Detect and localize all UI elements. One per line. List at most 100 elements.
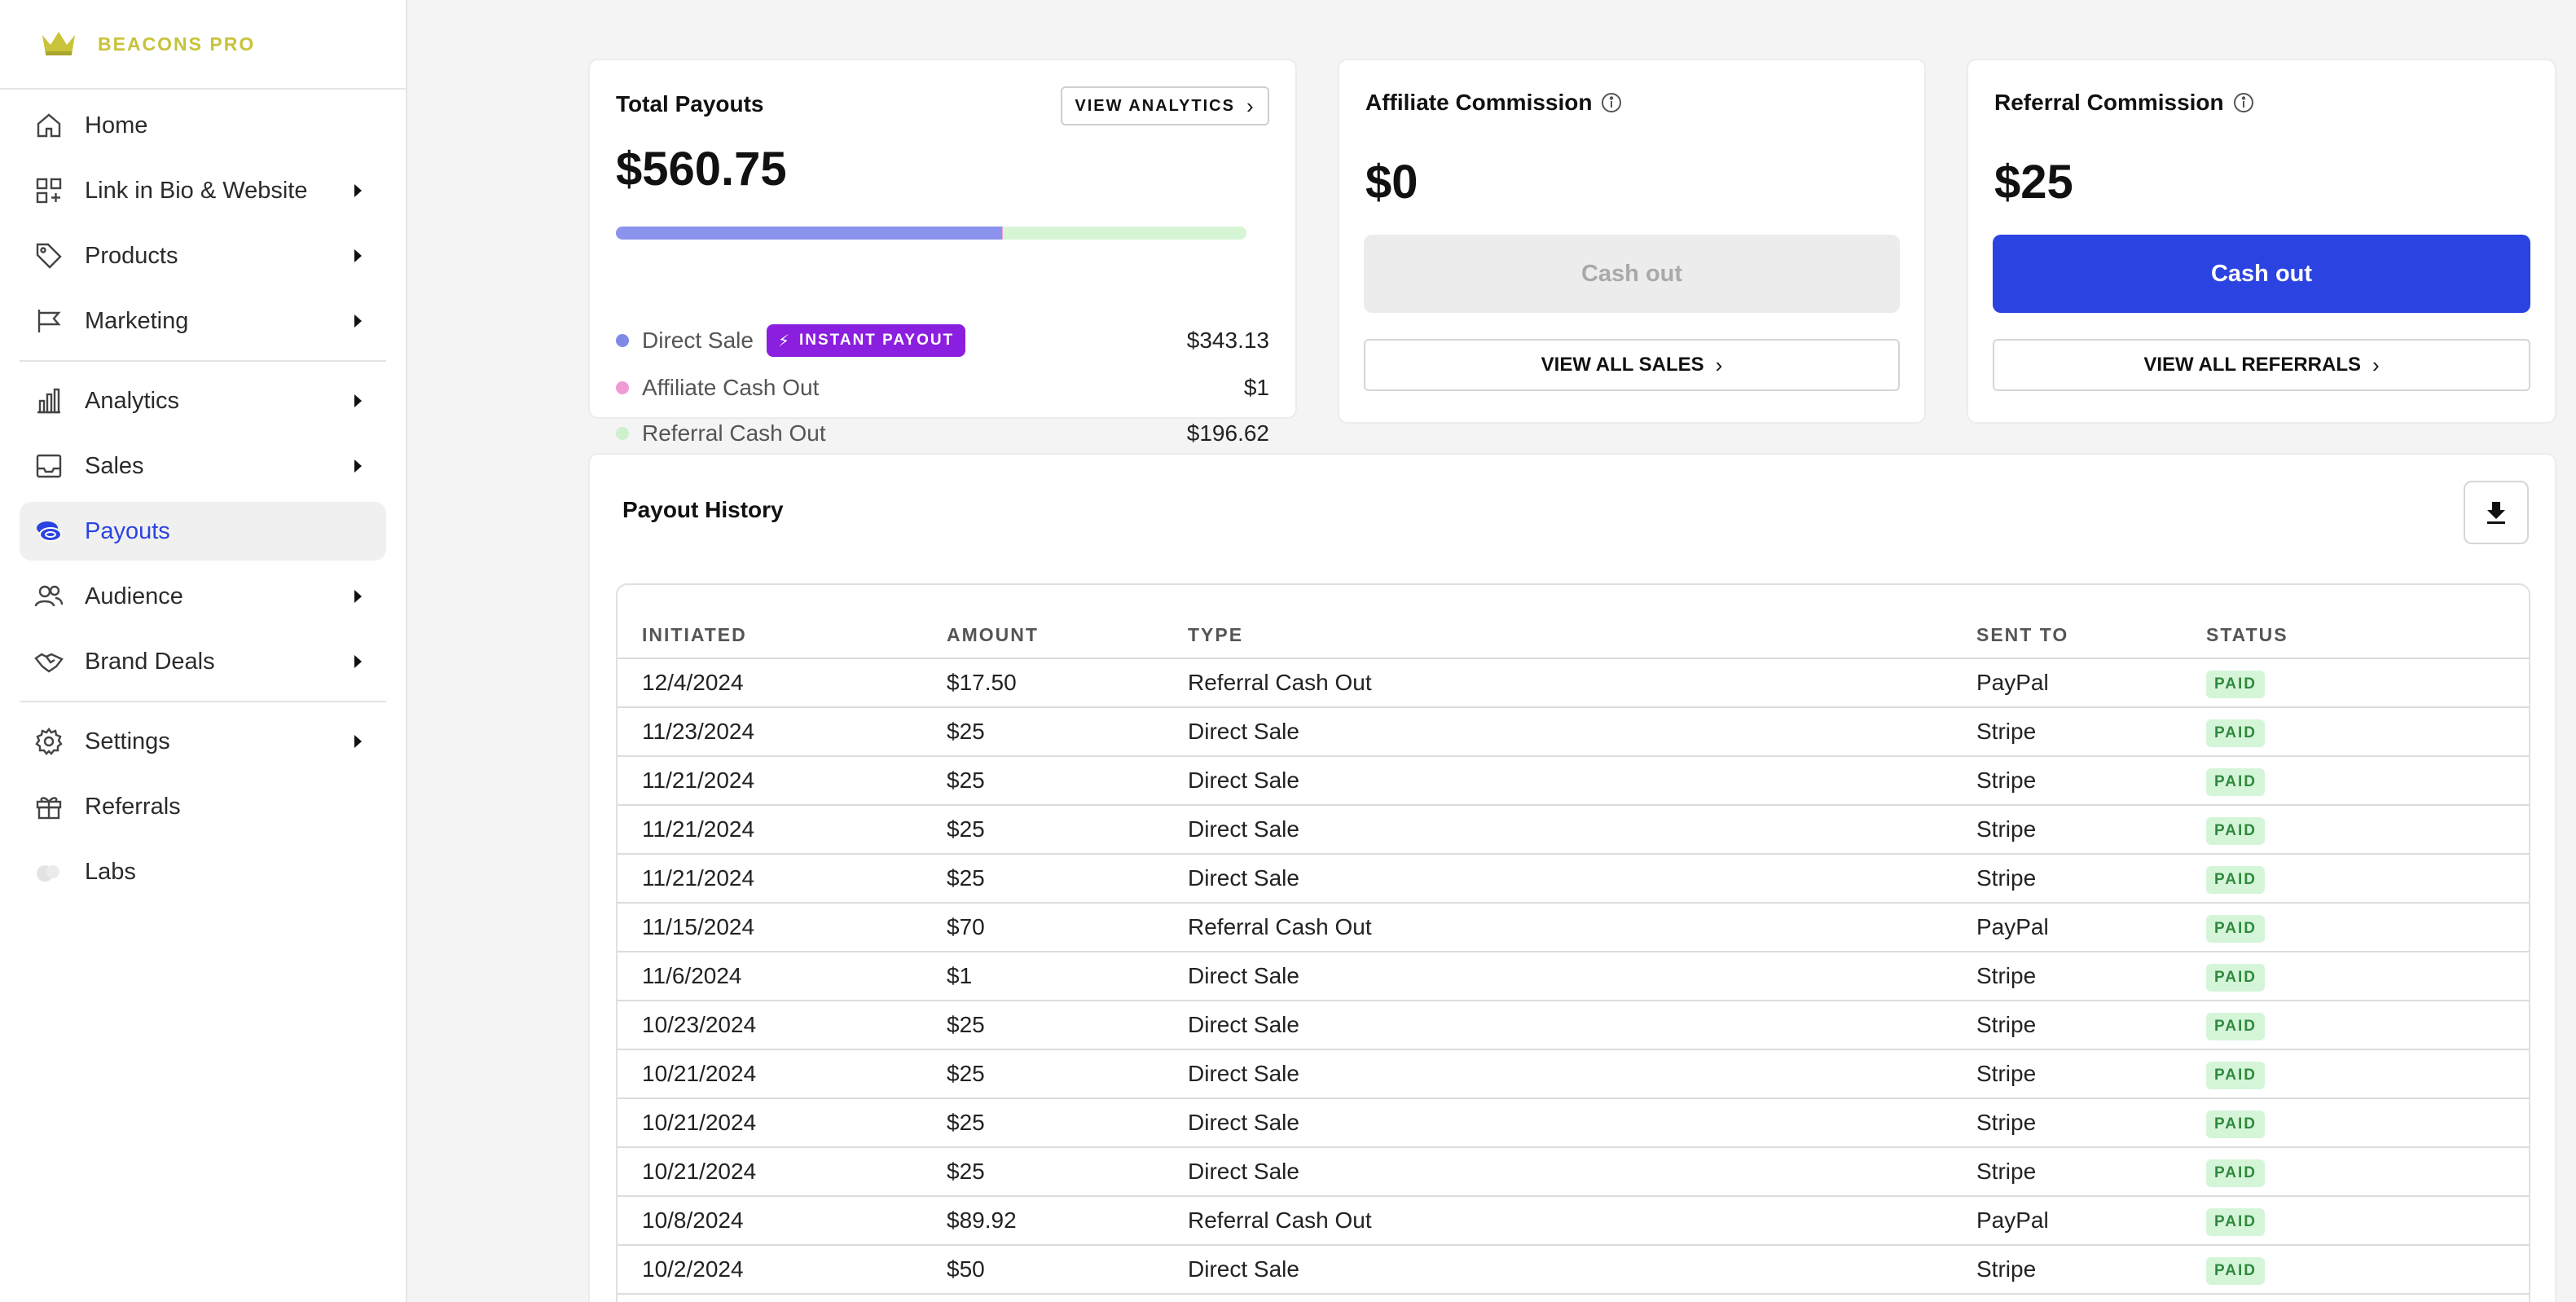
cell-sent-to: PayPal [1976, 658, 2206, 708]
cell-amount: $50 [947, 1245, 1188, 1295]
affiliate-cash-out-button[interactable]: Cash out [1364, 235, 1900, 313]
table-row[interactable]: 10/21/2024 $25 Direct Sale Stripe PAID [618, 1098, 2529, 1148]
gift-icon [34, 792, 64, 821]
download-icon [2487, 502, 2505, 524]
table-row[interactable]: 10/2/2024 $50 Direct Sale Stripe PAID [618, 1245, 2529, 1295]
cell-amount: $25 [947, 1049, 1188, 1099]
sidebar-item-marketing[interactable]: Marketing [20, 292, 386, 350]
table-row[interactable]: 10/23/2024 $25 Direct Sale Stripe PAID [618, 1001, 2529, 1050]
cell-type: Direct Sale [1188, 1098, 1976, 1148]
sidebar-item-home[interactable]: Home [20, 96, 386, 155]
status-badge: PAID [2206, 1012, 2265, 1040]
cell-sent-to: PayPal [1976, 1196, 2206, 1246]
table-row[interactable]: 12/4/2024 $17.50 Referral Cash Out PayPal PA… [618, 658, 2529, 708]
cell-initiated: 11/21/2024 [618, 854, 947, 904]
cell-type: Referral Cash Out [1188, 658, 1976, 708]
cell-status: PAID [2206, 1245, 2529, 1295]
crown-logo-icon [42, 32, 75, 55]
status-badge: PAID [2206, 719, 2265, 747]
sidebar-item-payouts[interactable]: Payouts [20, 502, 386, 561]
sidebar-item-link-in-bio[interactable]: Link in Bio & Website [20, 161, 386, 220]
table-row[interactable]: 10/21/2024 $25 Direct Sale Stripe PAID [618, 1049, 2529, 1099]
view-all-sales-button[interactable]: VIEW ALL SALES › [1364, 339, 1900, 391]
referral-amount: $25 [1994, 156, 2073, 209]
table-row[interactable]: 10/21/2024 $25 Direct Sale Stripe PAID [618, 1147, 2529, 1197]
progress-segment [616, 227, 1002, 240]
cell-status: PAID [2206, 1001, 2529, 1050]
status-badge: PAID [2206, 768, 2265, 796]
sidebar-item-label: Labs [85, 858, 136, 885]
download-button[interactable] [2464, 481, 2529, 544]
cell-amount: $25 [947, 854, 1188, 904]
table-row[interactable]: 11/21/2024 $25 Direct Sale Stripe PAID [618, 756, 2529, 806]
cell-type: Direct Sale [1188, 1147, 1976, 1197]
cell-initiated: 10/23/2024 [618, 1001, 947, 1050]
info-icon[interactable] [2232, 91, 2255, 114]
table-row[interactable]: 11/21/2024 $25 Direct Sale Stripe PAID [618, 854, 2529, 904]
progress-segment [1001, 227, 1004, 240]
breakdown-row-affiliate: Affiliate Cash Out $1 [616, 372, 1269, 404]
sidebar-item-label: Referrals [85, 793, 181, 820]
sidebar-item-audience[interactable]: Audience [20, 567, 386, 626]
column-header-type[interactable]: TYPE [1188, 585, 1976, 659]
column-header-amount[interactable]: AMOUNT [947, 585, 1188, 659]
column-header-initiated[interactable]: INITIATED [618, 585, 947, 659]
caret-right-icon [354, 394, 362, 407]
sidebar-item-label: Link in Bio & Website [85, 177, 308, 204]
caret-right-icon [354, 249, 362, 262]
total-payouts-card: Total Payouts VIEW ANALYTICS › $560.75 D… [588, 59, 1297, 446]
table-row[interactable]: 11/21/2024 $25 Direct Sale Stripe PAID [618, 805, 2529, 855]
column-header-sent-to[interactable]: SENT TO [1976, 585, 2206, 659]
sidebar-item-brand-deals[interactable]: Brand Deals [20, 632, 386, 691]
column-header-status[interactable]: STATUS [2206, 585, 2529, 659]
view-all-sales-label: VIEW ALL SALES [1541, 354, 1704, 376]
cell-amount: $25 [947, 1098, 1188, 1148]
table-row[interactable]: 11/15/2024 $70 Referral Cash Out PayPal PAID [618, 903, 2529, 952]
referral-title: Referral Commission [1994, 90, 2224, 115]
sidebar-nav: Home Link in Bio & Website Products [0, 96, 406, 901]
status-badge: PAID [2206, 1061, 2265, 1089]
instant-payout-badge[interactable]: ⚡ INSTANT PAYOUT [766, 324, 966, 357]
affiliate-title: Affiliate Commission [1365, 90, 1593, 115]
referral-cash-out-button[interactable]: Cash out [1993, 235, 2530, 313]
sidebar-item-label: Payouts [85, 517, 170, 544]
sidebar-item-sales[interactable]: Sales [20, 437, 386, 495]
sidebar-item-label: Products [85, 242, 178, 269]
cell-status: PAID [2206, 854, 2529, 904]
status-badge: PAID [2206, 1256, 2265, 1285]
nav-divider [20, 701, 386, 702]
total-payouts-amount: $560.75 [616, 143, 787, 196]
referral-title-row: Referral Commission [1994, 90, 2255, 116]
cell-sent-to: PayPal [1976, 903, 2206, 952]
sidebar-item-referrals[interactable]: Referrals [20, 777, 386, 836]
table-row[interactable]: 11/6/2024 $1 Direct Sale Stripe PAID [618, 952, 2529, 1001]
caret-right-icon [354, 315, 362, 328]
table-row[interactable]: 10/8/2024 $89.92 Referral Cash Out PayPal PA… [618, 1196, 2529, 1246]
cell-initiated: 11/21/2024 [618, 756, 947, 806]
sidebar-item-settings[interactable]: Settings [20, 712, 386, 771]
legend-dot [616, 334, 629, 347]
sidebar-item-analytics[interactable]: Analytics [20, 372, 386, 430]
cell-sent-to: Stripe [1976, 1001, 2206, 1050]
caret-right-icon [354, 590, 362, 603]
caret-right-icon [354, 735, 362, 748]
cell-status: PAID [2206, 952, 2529, 1001]
breakdown-label: Direct Sale [642, 328, 754, 353]
table-row[interactable]: 11/23/2024 $25 Direct Sale Stripe PAID [618, 707, 2529, 757]
breakdown-label: Affiliate Cash Out [642, 375, 820, 400]
bar-chart-icon [34, 386, 64, 416]
cell-type: Direct Sale [1188, 1049, 1976, 1099]
view-analytics-button[interactable]: VIEW ANALYTICS › [1061, 86, 1269, 125]
cell-amount: $25 [947, 756, 1188, 806]
cell-status: PAID [2206, 1049, 2529, 1099]
view-analytics-label: VIEW ANALYTICS [1075, 96, 1235, 115]
brand-header[interactable]: BEACONS PRO [0, 0, 406, 90]
status-badge: PAID [2206, 963, 2265, 992]
cell-initiated: 10/21/2024 [618, 1049, 947, 1099]
caret-right-icon [354, 655, 362, 668]
sidebar-item-products[interactable]: Products [20, 227, 386, 285]
info-icon[interactable] [1600, 91, 1623, 114]
sidebar-item-labs[interactable]: Labs [20, 842, 386, 901]
view-all-referrals-button[interactable]: VIEW ALL REFERRALS › [1993, 339, 2530, 391]
